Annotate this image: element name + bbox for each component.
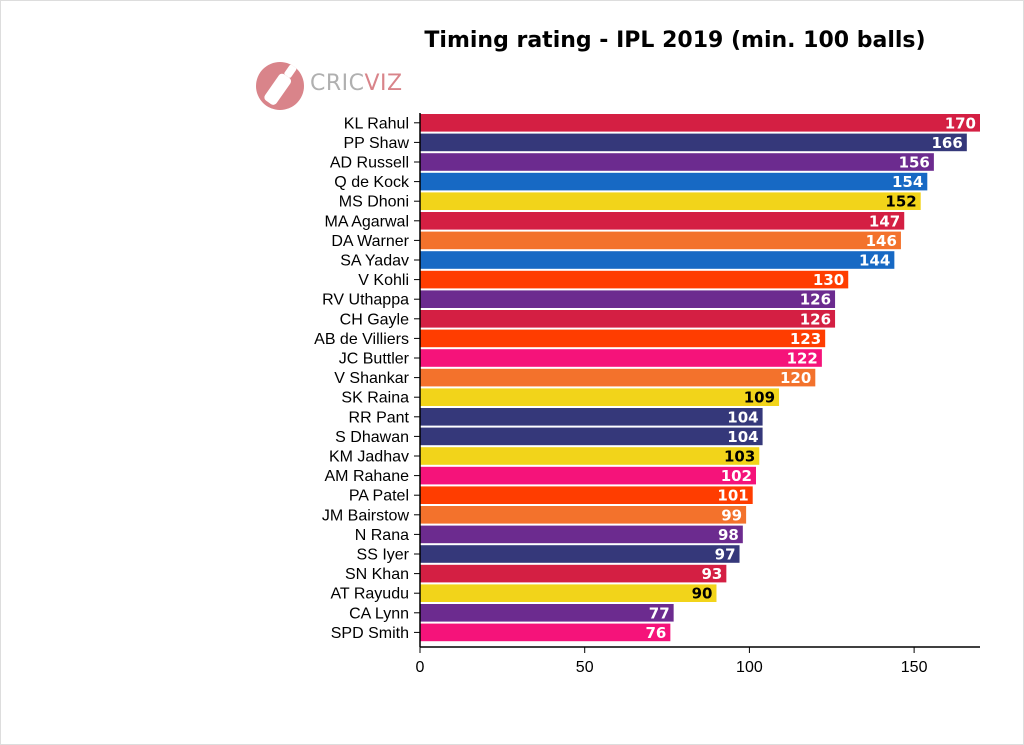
category-label: N Rana: [355, 527, 409, 544]
category-label: CH Gayle: [340, 311, 409, 328]
value-label: 144: [859, 252, 890, 270]
category-label: S Dhawan: [335, 429, 409, 446]
bar: [420, 427, 763, 446]
category-label: V Shankar: [334, 370, 409, 387]
bar: [420, 114, 980, 132]
category-label: RV Uthappa: [322, 292, 409, 309]
category-label: Q de Kock: [334, 174, 410, 191]
value-label: 103: [724, 448, 755, 466]
bar: [420, 270, 849, 289]
value-label: 147: [869, 212, 900, 230]
bar: [420, 506, 747, 524]
cricket-bat-icon: [256, 62, 304, 110]
category-label: SS Iyer: [357, 547, 410, 564]
bar: [420, 172, 928, 191]
category-label: SK Raina: [341, 390, 409, 407]
value-label: 90: [692, 585, 713, 603]
bar: [420, 447, 760, 465]
value-label: 126: [800, 310, 831, 328]
value-label: 156: [899, 154, 930, 172]
x-tick-label: 0: [416, 659, 425, 676]
bar: [420, 329, 826, 348]
category-label: RR Pant: [349, 409, 410, 426]
category-label: KL Rahul: [344, 115, 409, 132]
bar: [420, 251, 895, 269]
bar: [420, 466, 756, 485]
category-label: SA Yadav: [340, 253, 409, 270]
x-tick-label: 100: [736, 659, 763, 676]
bar: [420, 545, 740, 563]
bar: [420, 153, 934, 171]
value-label: 109: [744, 389, 775, 407]
category-label: AT Rayudu: [330, 586, 409, 603]
bar: [420, 192, 921, 210]
value-label: 93: [701, 565, 722, 583]
value-label: 104: [727, 408, 758, 426]
value-label: 170: [945, 114, 976, 132]
value-label: 104: [727, 428, 758, 446]
value-label: 99: [721, 506, 742, 524]
category-label: DA Warner: [331, 233, 409, 250]
category-label: MA Agarwal: [325, 213, 409, 230]
value-label: 97: [715, 546, 736, 564]
bar: [420, 231, 901, 250]
value-label: 154: [892, 173, 923, 191]
value-label: 130: [813, 271, 844, 289]
logo-text: CRICVIZ: [310, 71, 403, 96]
category-label: KM Jadhav: [329, 449, 409, 466]
bar: [420, 604, 674, 622]
bar: [420, 310, 836, 328]
category-label: AB de Villiers: [314, 331, 409, 348]
value-label: 102: [721, 467, 752, 485]
value-label: 98: [718, 526, 739, 544]
bar: [420, 564, 727, 583]
value-label: 101: [717, 487, 748, 505]
logo-text-cric: CRIC: [310, 71, 365, 96]
value-label: 166: [932, 134, 963, 152]
logo-text-viz: VIZ: [364, 71, 403, 96]
bar: [420, 525, 743, 544]
cricviz-logo: CRICVIZ: [254, 58, 414, 114]
value-label: 120: [780, 369, 811, 387]
value-label: 126: [800, 291, 831, 309]
category-label: PP Shaw: [343, 135, 409, 152]
value-label: 77: [649, 604, 670, 622]
chart-title: Timing rating - IPL 2019 (min. 100 balls…: [424, 28, 926, 53]
category-label: JM Bairstow: [322, 507, 410, 524]
bar: [420, 584, 717, 602]
category-label: V Kohli: [358, 272, 409, 289]
x-tick-label: 50: [576, 659, 594, 676]
category-label: SPD Smith: [331, 625, 409, 642]
category-label: AM Rahane: [325, 468, 410, 485]
value-label: 123: [790, 330, 821, 348]
bar: [420, 133, 967, 152]
bar: [420, 388, 780, 406]
value-label: 152: [885, 193, 916, 211]
x-tick-label: 150: [901, 659, 928, 676]
bar: [420, 349, 822, 367]
value-label: 122: [787, 350, 818, 368]
category-label: PA Patel: [349, 488, 409, 505]
category-label: AD Russell: [330, 155, 409, 172]
bar: [420, 290, 836, 308]
category-label: JC Buttler: [339, 351, 410, 368]
bar: [420, 408, 763, 426]
bar: [420, 623, 671, 642]
value-label: 76: [645, 624, 666, 642]
bar: [420, 368, 816, 387]
bar: [420, 212, 905, 230]
category-label: MS Dhoni: [339, 194, 409, 211]
category-label: SN Khan: [345, 566, 409, 583]
value-label: 146: [866, 232, 897, 250]
bar: [420, 486, 753, 504]
category-label: CA Lynn: [349, 605, 409, 622]
